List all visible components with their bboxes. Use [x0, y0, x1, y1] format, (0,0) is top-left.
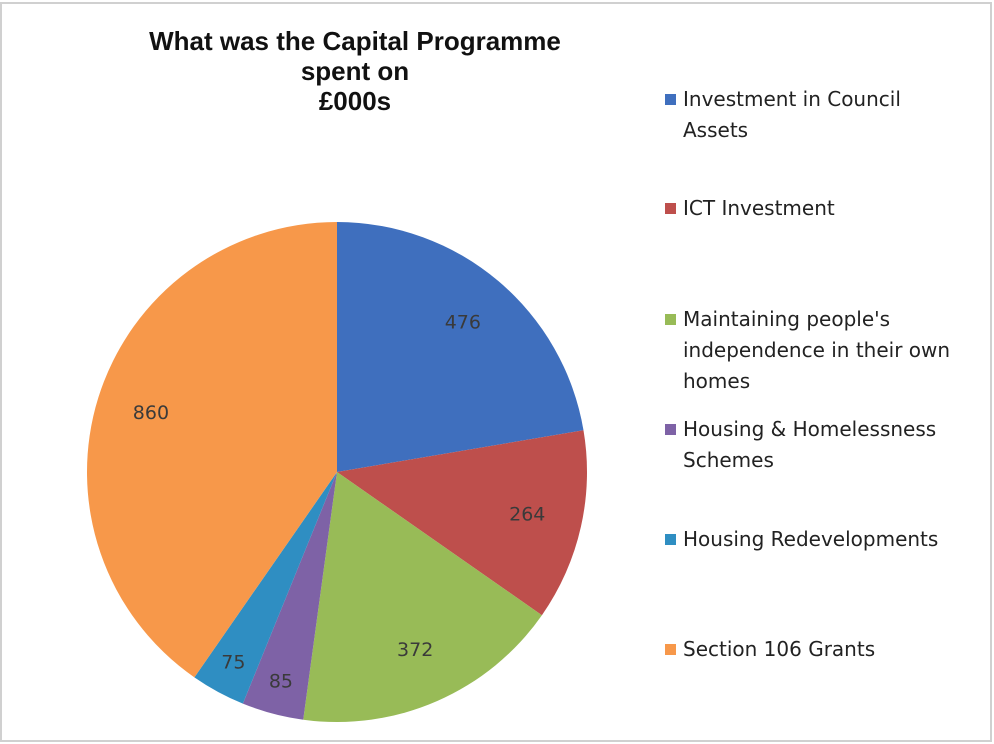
data-label: 860: [133, 402, 169, 424]
pie-slice: [86, 222, 338, 678]
legend-swatch: [665, 534, 676, 545]
legend-label: Section 106 Grants: [683, 637, 876, 661]
legend-label: Housing Redevelopments: [683, 527, 939, 551]
pie-slice: [337, 222, 584, 472]
legend-swatch: [665, 314, 676, 325]
chart-title: What was the Capital Programme: [149, 26, 561, 56]
legend-entry: Housing Redevelopments: [665, 524, 965, 555]
legend-entry: Housing & Homelessness Schemes: [665, 414, 965, 476]
legend-entry: ICT Investment: [665, 193, 965, 224]
legend-label: Investment in Council Assets: [683, 87, 901, 142]
pie-slice: [337, 430, 587, 616]
legend-swatch: [665, 424, 676, 435]
pie-slice: [242, 472, 337, 720]
legend-label: Maintaining people's independence in the…: [683, 307, 951, 393]
data-label: 75: [221, 652, 245, 674]
data-label: 476: [445, 312, 481, 334]
pie-slice: [194, 472, 337, 704]
legend-swatch: [665, 644, 676, 655]
data-label: 264: [509, 503, 545, 525]
legend-label: ICT Investment: [683, 196, 835, 220]
legend-label: Housing & Homelessness Schemes: [683, 417, 937, 472]
legend-entry: Section 106 Grants: [665, 634, 965, 665]
legend-entry: Investment in Council Assets: [665, 84, 965, 146]
data-label: 372: [397, 639, 433, 661]
legend-swatch: [665, 94, 676, 105]
data-label: 85: [269, 671, 293, 693]
pie-slice: [303, 472, 542, 722]
chart-title: spent on: [301, 56, 409, 86]
legend-entry: Maintaining people's independence in the…: [665, 304, 965, 397]
chart-title: £000s: [319, 86, 391, 116]
legend-swatch: [665, 203, 676, 214]
